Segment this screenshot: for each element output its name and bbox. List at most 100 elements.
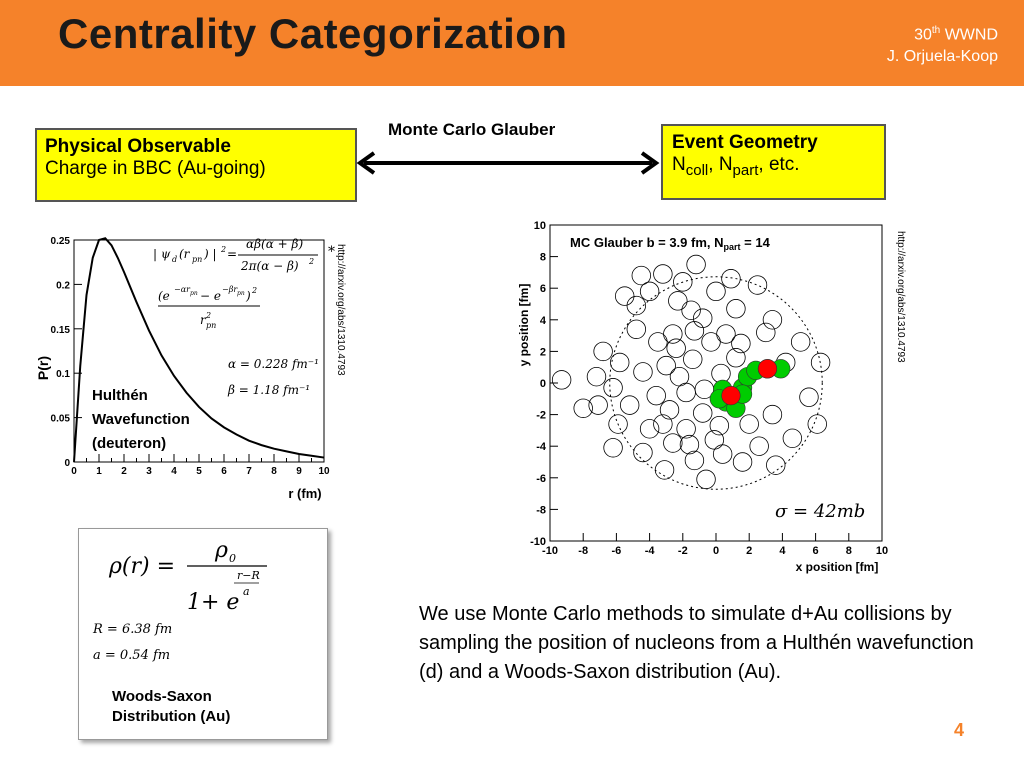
svg-text:a: a: [243, 585, 250, 598]
spectator-nucleon: [615, 286, 635, 306]
spectator-nucleon: [782, 428, 803, 448]
svg-text:): ): [245, 289, 251, 303]
page-number: 4: [953, 720, 964, 740]
glauber-axes: -10 -8 -6 -4 -2 0 2 4 6 8 10 -10 -8 -6 -4 -2 0 2 4 6 8 10: [530, 220, 888, 557]
spectator-nucleon: [683, 349, 703, 369]
glauber-points: [551, 254, 831, 490]
glauber-xtick: -2: [678, 545, 688, 557]
glauber-ytick: 2: [540, 346, 546, 358]
physical-observable-heading: Physical Observable: [45, 136, 231, 157]
hulthen-ytick: 0.25: [51, 236, 71, 247]
spectator-nucleon: [653, 264, 673, 284]
spectator-nucleon: [633, 442, 653, 463]
physical-observable-box: Physical Observable Charge in BBC (Au-go…: [35, 128, 357, 202]
svg-text:0: 0: [229, 552, 236, 565]
event-geometry-text: Ncoll, Npart, etc.: [672, 154, 800, 179]
svg-text:=: =: [227, 247, 237, 261]
svg-text:2π(α − β): 2π(α − β): [240, 259, 299, 273]
spectator-nucleon: [712, 444, 733, 464]
glauber-xtick: 2: [746, 545, 752, 557]
glauber-ytick: 8: [540, 252, 546, 264]
description-paragraph: We use Monte Carlo methods to simulate d…: [419, 603, 974, 683]
svg-text:r−R: r−R: [237, 569, 260, 582]
spectator-nucleon: [726, 299, 746, 319]
spectator-nucleon: [731, 333, 751, 354]
hulthen-ytick: 0.05: [51, 414, 71, 425]
svg-text:2: 2: [205, 311, 211, 320]
spectator-nucleon: [681, 300, 701, 321]
spectator-nucleon: [799, 387, 819, 407]
spectator-nucleon: [732, 452, 753, 472]
glauber-xtick: -6: [612, 545, 622, 557]
svg-text:pn: pn: [206, 321, 216, 330]
glauber-xtick: -4: [645, 545, 656, 557]
spectator-nucleon: [608, 414, 628, 434]
glauber-ytick: -2: [536, 410, 546, 422]
glauber-ytick: 0: [540, 378, 546, 390]
spectator-nucleon: [551, 370, 572, 390]
spectator-nucleon: [653, 414, 673, 434]
spectator-nucleon: [762, 404, 783, 425]
spectator-nucleon: [766, 455, 786, 475]
glauber-xtick: 6: [813, 545, 819, 557]
glauber-ytick: 4: [540, 315, 547, 327]
svg-text:2: 2: [251, 286, 257, 295]
hulthen-xlabel: r (fm): [288, 486, 321, 501]
glauber-ytick: -6: [536, 473, 546, 485]
spectator-nucleon: [693, 403, 713, 423]
spectator-nucleon: [706, 281, 726, 302]
svg-text:−βr: −βr: [222, 285, 238, 294]
spectator-nucleon: [639, 281, 660, 302]
svg-text:pn: pn: [190, 290, 198, 297]
spectator-nucleon: [603, 378, 623, 398]
hulthen-formula: | ψ d (r pn ) | 2 = αβ(α + β) 2π(α − β) …: [153, 237, 335, 330]
spectator-nucleon: [747, 275, 768, 295]
spectator-nucleon: [654, 460, 675, 480]
formula-asterisk: *: [328, 244, 335, 260]
svg-text:pn: pn: [192, 255, 202, 264]
spectator-nucleon: [639, 419, 660, 439]
spectator-nucleon: [610, 352, 630, 373]
spectator-nucleon: [659, 400, 680, 420]
glauber-ytick: -4: [536, 441, 547, 453]
svg-text:1+ e: 1+ e: [187, 590, 239, 615]
spectator-nucleon: [696, 469, 716, 490]
glauber-xtick: 0: [713, 545, 719, 557]
glauber-ytick: 10: [534, 220, 546, 232]
ws-radius: R = 6.38 fm: [92, 622, 172, 637]
conference-info: 30th WWND J. Orjuela-Koop: [887, 20, 998, 68]
hulthen-xtick: 2: [121, 466, 127, 477]
conference-line: 30th WWND: [887, 20, 998, 46]
beta-value: β = 1.18 fm⁻¹: [227, 383, 310, 397]
hulthen-xtick: 4: [171, 466, 177, 477]
hulthen-ytick: 0.15: [51, 325, 71, 336]
spectator-nucleon: [603, 438, 623, 458]
ws-diffuseness: a = 0.54 fm: [93, 648, 170, 663]
title-bar: Centrality Categorization 30th WWND J. O…: [0, 0, 1024, 86]
spectator-nucleon: [721, 269, 741, 289]
hulthen-xtick: 5: [196, 466, 202, 477]
hulthen-ytick: 0.1: [56, 369, 70, 380]
hulthen-curve: [73, 237, 325, 463]
event-geometry-heading: Event Geometry: [672, 132, 818, 153]
woods-saxon-box: ρ(r) = ρ 0 1+ e r−R a R = 6.38 fm a = 0.…: [78, 528, 328, 740]
woods-saxon-label: Woods-Saxon Distribution (Au): [112, 688, 231, 725]
glauber-xtick: 4: [779, 545, 786, 557]
svg-text:αβ(α + β): αβ(α + β): [246, 237, 303, 251]
svg-text:(e: (e: [158, 289, 170, 303]
spectator-nucleon: [676, 419, 696, 439]
spectator-nucleon: [726, 348, 746, 368]
deuteron-nucleon: [757, 359, 778, 379]
conference-number: 30: [914, 26, 932, 44]
event-geometry-box: Event Geometry Ncoll, Npart, etc.: [661, 124, 886, 200]
spectator-nucleon: [684, 321, 705, 341]
sigma-label: σ = 42mb: [775, 501, 865, 522]
svg-text:) |: ) |: [203, 247, 217, 261]
spectator-nucleon: [588, 395, 608, 415]
spectator-nucleon: [668, 291, 688, 311]
slide-title: Centrality Categorization: [58, 10, 568, 57]
spectator-nucleon: [684, 450, 705, 471]
glauber-url: http://arxiv.org/abs/1310.4793: [895, 231, 906, 363]
glauber-ytick: -10: [530, 536, 546, 548]
double-arrow-icon: [356, 151, 660, 175]
